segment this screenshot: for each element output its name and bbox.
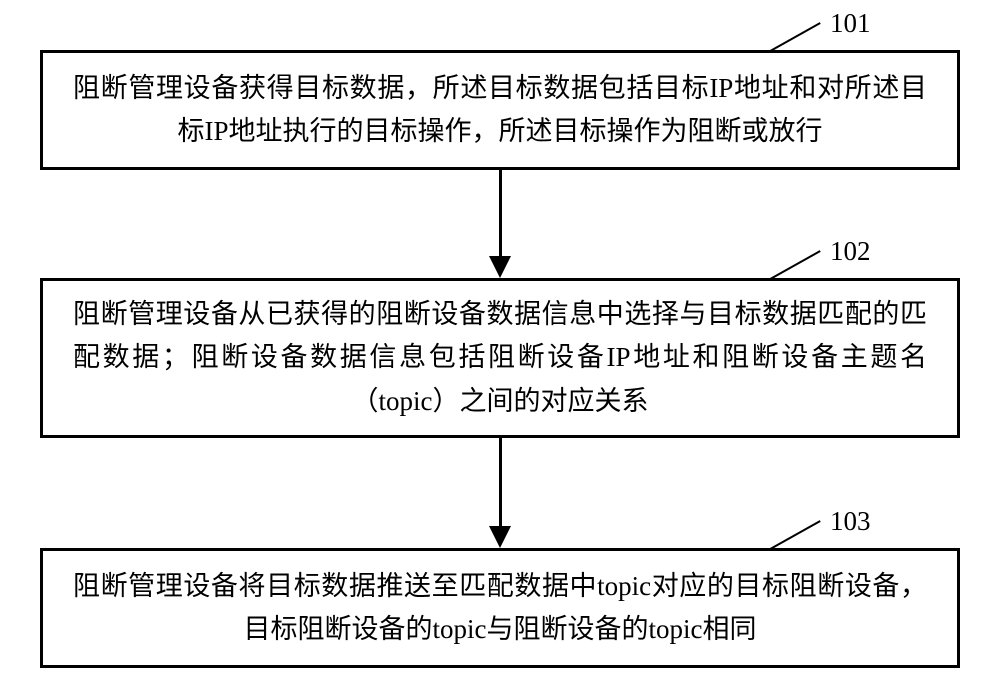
arrow-shaft — [499, 438, 502, 526]
step-box-103: 阻断管理设备将目标数据推送至匹配数据中topic对应的目标阻断设备，目标阻断设备… — [40, 548, 960, 668]
step-text: 阻断管理设备将目标数据推送至匹配数据中topic对应的目标阻断设备，目标阻断设备… — [73, 565, 927, 651]
step-label-101: 101 — [830, 8, 871, 39]
arrow-head-icon — [489, 256, 511, 278]
step-text: 阻断管理设备获得目标数据，所述目标数据包括目标IP地址和对所述目标IP地址执行的… — [73, 67, 927, 153]
step-box-101: 阻断管理设备获得目标数据，所述目标数据包括目标IP地址和对所述目标IP地址执行的… — [40, 50, 960, 170]
step-label-102: 102 — [830, 236, 871, 267]
flowchart-canvas: 阻断管理设备获得目标数据，所述目标数据包括目标IP地址和对所述目标IP地址执行的… — [0, 0, 1000, 698]
arrow-shaft — [499, 170, 502, 256]
leader-line — [770, 22, 821, 52]
step-label-103: 103 — [830, 506, 871, 537]
step-text: 阻断管理设备从已获得的阻断设备数据信息中选择与目标数据匹配的匹配数据；阻断设备数… — [73, 293, 927, 423]
leader-line — [770, 250, 821, 280]
step-box-102: 阻断管理设备从已获得的阻断设备数据信息中选择与目标数据匹配的匹配数据；阻断设备数… — [40, 278, 960, 438]
arrow-head-icon — [489, 526, 511, 548]
leader-line — [770, 520, 821, 550]
